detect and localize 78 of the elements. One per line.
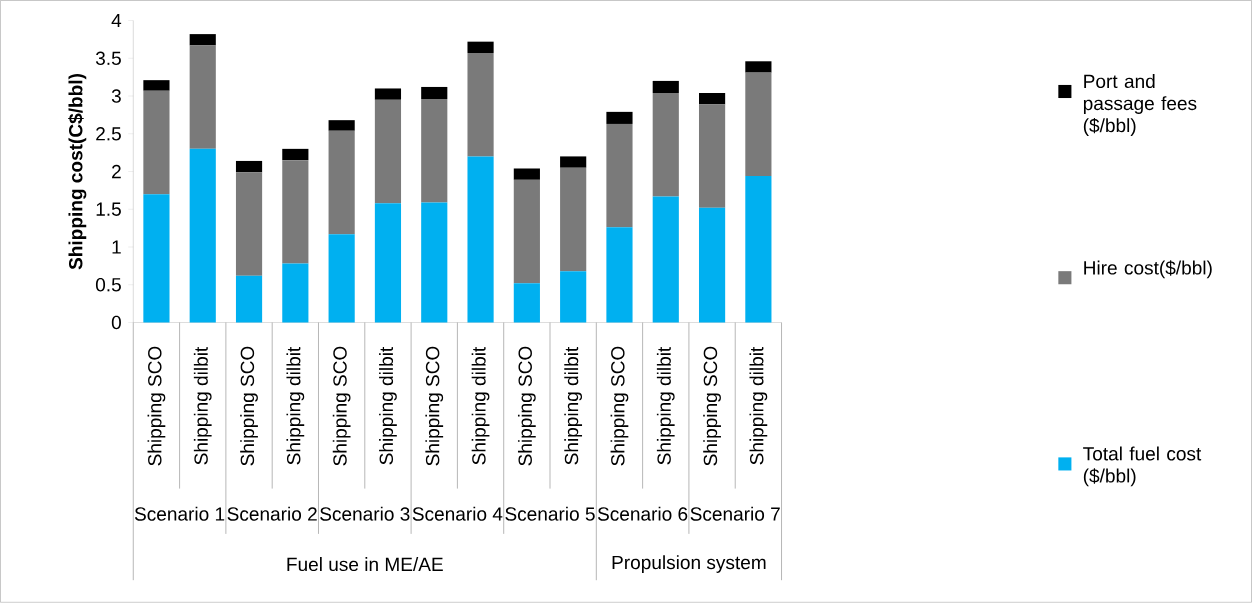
x-tick-label: Shipping dilbit: [286, 347, 305, 465]
y-tick-label: 0.5: [95, 278, 121, 292]
bar: [652, 93, 679, 197]
bar: [513, 179, 540, 284]
bar: [235, 161, 263, 173]
bar: [374, 88, 402, 100]
x-tick-label: Shipping SCO: [610, 346, 629, 466]
text: Scenario 5: [505, 506, 595, 521]
bar: [235, 172, 263, 276]
x-tick-label: Shipping dilbit: [656, 347, 675, 465]
bar: [328, 120, 355, 131]
text: Scenario 3: [320, 506, 410, 521]
bar: [606, 124, 633, 228]
x-tick-label: Shipping SCO: [517, 346, 536, 466]
bar: [513, 283, 540, 323]
bar: [467, 53, 494, 157]
bar: [698, 104, 726, 208]
y-axis-title: Shipping cost(C$/bbl): [68, 74, 87, 270]
x-tick-label: Shipping dilbit: [749, 347, 768, 465]
bar: [560, 156, 587, 168]
text: Propulsion system: [612, 555, 766, 574]
bar: [698, 207, 726, 323]
bar: [421, 202, 448, 323]
text: Scenario 7: [690, 506, 780, 521]
text: Scenario 2: [227, 506, 317, 521]
bar: [560, 167, 587, 272]
y-tick-label: 0: [111, 315, 121, 330]
bar: [235, 275, 263, 323]
bar: [467, 156, 494, 323]
legend-label: Hire cost($/bbl): [1084, 260, 1212, 279]
y-tick-label: 4: [111, 14, 122, 28]
bar: [189, 34, 216, 46]
x-tick-label: Shipping dilbit: [564, 347, 583, 465]
bar: [328, 234, 355, 323]
bar: [374, 99, 402, 204]
y-tick-label: 1: [112, 240, 121, 254]
bar: [652, 81, 679, 94]
bar: [467, 41, 494, 54]
text: Fuel use in ME/AE: [287, 557, 443, 572]
bar: [328, 130, 355, 235]
bar: [421, 99, 448, 203]
bar: [143, 80, 170, 91]
bar: [374, 203, 402, 323]
bar: [513, 168, 540, 180]
bar: [606, 227, 633, 323]
bar: [606, 111, 633, 125]
legend-label: Port and passage fees ($/bbl): [1083, 74, 1197, 137]
legend-label: Total fuel cost ($/bbl): [1083, 446, 1202, 487]
bar: [143, 90, 170, 195]
bar: [745, 61, 772, 73]
bar: [189, 45, 216, 149]
x-tick-label: Shipping SCO: [425, 346, 444, 466]
bar: [143, 194, 170, 323]
y-tick-label: 3: [111, 89, 121, 103]
x-tick-label: Shipping SCO: [240, 346, 258, 466]
bar: [698, 93, 726, 105]
text: Scenario 4: [412, 506, 503, 521]
bar: [282, 160, 309, 264]
bar: [189, 148, 216, 323]
x-tick-label: Shipping dilbit: [193, 347, 212, 465]
bar: [282, 263, 309, 323]
x-tick-label: Shipping dilbit: [379, 347, 397, 465]
y-tick-label: 1.5: [96, 202, 121, 217]
bar: [282, 148, 309, 161]
x-tick-label: Shipping SCO: [147, 346, 166, 466]
bar: [652, 196, 679, 323]
y-tick-label: 2.5: [96, 127, 121, 141]
x-tick-label: Shipping SCO: [703, 346, 721, 466]
y-tick-label: 3.5: [95, 51, 121, 66]
bar: [745, 176, 772, 323]
bar: [560, 271, 587, 323]
text: Scenario 6: [597, 506, 688, 521]
x-tick-label: Shipping SCO: [332, 346, 351, 466]
text: Scenario 1: [134, 506, 225, 521]
x-tick-label: Shipping dilbit: [471, 347, 490, 465]
y-tick-label: 2: [112, 164, 121, 179]
bar: [745, 72, 772, 177]
bar: [421, 87, 448, 100]
